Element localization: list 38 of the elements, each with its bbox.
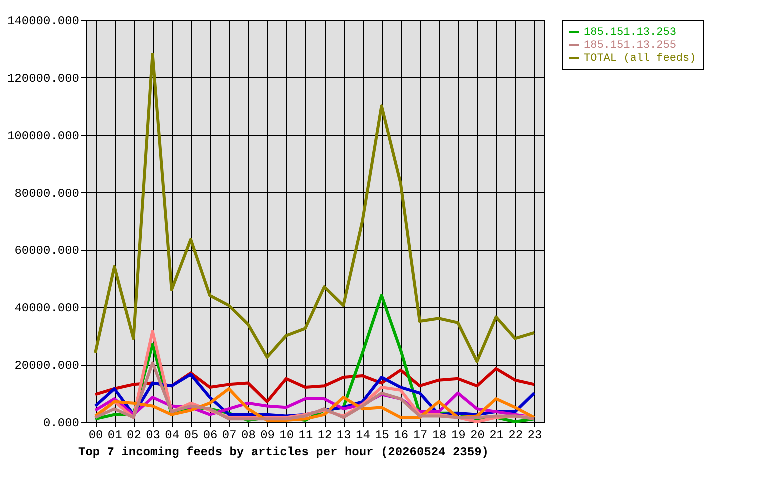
y-tick-label: 100000.000 bbox=[7, 129, 80, 144]
x-tick-label: 18 bbox=[432, 428, 447, 442]
x-tick-label: 11 bbox=[298, 428, 314, 442]
x-tick-label: 20 bbox=[470, 428, 485, 442]
x-axis-title: Top 7 incoming feeds by articles per hour (20260524 2359) bbox=[78, 446, 489, 460]
x-tick-label: 00 bbox=[88, 428, 104, 442]
y-tick-label: 40000.000 bbox=[14, 302, 80, 316]
x-tick-label: 16 bbox=[394, 428, 409, 442]
legend-label: 185.151.13.255 bbox=[584, 40, 676, 52]
y-tick-label: 80000.000 bbox=[14, 186, 80, 201]
y-tick-label: 20000.000 bbox=[14, 359, 80, 374]
x-tick-label: 09 bbox=[260, 428, 275, 442]
x-tick-label: 07 bbox=[222, 428, 237, 442]
y-tick-label: 140000.000 bbox=[7, 14, 80, 28]
x-tick-label: 21 bbox=[490, 428, 504, 442]
x-tick-label: 15 bbox=[375, 428, 390, 442]
line-series bbox=[94, 362, 536, 421]
x-tick-label: 19 bbox=[451, 428, 466, 442]
legend-label: 185.151.13.253 bbox=[584, 27, 676, 39]
x-tick-label: 10 bbox=[280, 428, 294, 442]
x-tick-label: 04 bbox=[165, 428, 180, 442]
y-tick-label: 0.000 bbox=[43, 416, 80, 430]
x-tick-label: 22 bbox=[508, 428, 524, 442]
legend-label: TOTAL (all feeds) bbox=[584, 53, 696, 65]
x-tick-label: 03 bbox=[146, 428, 160, 442]
x-tick-label: 08 bbox=[242, 428, 256, 442]
line-series bbox=[94, 52, 536, 364]
y-tick-label: 120000.000 bbox=[7, 72, 80, 86]
x-tick-label: 17 bbox=[413, 428, 428, 442]
x-tick-label: 14 bbox=[356, 428, 370, 442]
x-tick-label: 05 bbox=[184, 428, 199, 442]
x-tick-label: 01 bbox=[108, 428, 122, 442]
y-tick-label: 60000.000 bbox=[14, 244, 80, 258]
x-tick-label: 23 bbox=[528, 428, 542, 442]
x-tick-label: 12 bbox=[318, 428, 332, 442]
x-tick-label: 13 bbox=[336, 428, 352, 442]
x-tick-label: 02 bbox=[127, 428, 142, 442]
x-tick-label: 06 bbox=[203, 428, 218, 442]
